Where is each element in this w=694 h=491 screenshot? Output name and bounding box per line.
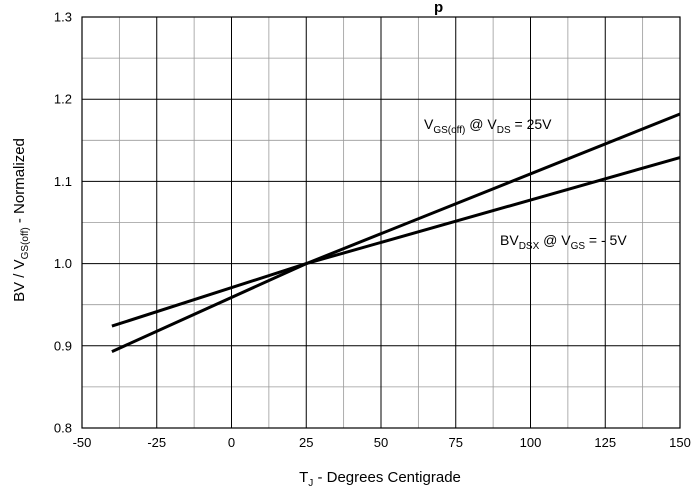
annotation-text: BV bbox=[500, 232, 519, 248]
y-axis-label-pre: BV / V bbox=[11, 259, 28, 302]
annotation-text: = - 5V bbox=[585, 232, 627, 248]
annotation-text: @ V bbox=[539, 232, 571, 248]
annotation-subscript: DSX bbox=[519, 241, 540, 252]
x-tick-label: 75 bbox=[449, 435, 463, 450]
x-axis-label-rest: - Degrees Centigrade bbox=[313, 469, 461, 486]
x-axis-label: TJ - Degrees Centigrade bbox=[299, 469, 461, 489]
x-tick-label: -50 bbox=[73, 435, 92, 450]
y-tick-label: 1.1 bbox=[54, 174, 72, 189]
annotation-subscript: GS bbox=[571, 241, 586, 252]
y-axis-label-sub: GS(off) bbox=[20, 227, 31, 259]
y-tick-label: 1.3 bbox=[54, 10, 72, 25]
y-tick-label: 0.9 bbox=[54, 338, 72, 353]
x-tick-labels: -50 -25 0 25 50 75 100 125 150 bbox=[73, 435, 691, 450]
title-fragment: p bbox=[434, 0, 443, 16]
x-tick-label: 125 bbox=[594, 435, 616, 450]
x-tick-label: 25 bbox=[299, 435, 313, 450]
y-tick-label: 1.0 bbox=[54, 256, 72, 271]
annotation-text: = 25V bbox=[511, 116, 553, 132]
y-tick-label: 1.2 bbox=[54, 92, 72, 107]
y-tick-labels: 0.8 0.9 1.0 1.1 1.2 1.3 bbox=[54, 10, 72, 436]
y-tick-label: 0.8 bbox=[54, 421, 72, 436]
annotation-subscript: DS bbox=[497, 125, 511, 136]
x-tick-label: 150 bbox=[669, 435, 691, 450]
x-tick-label: 100 bbox=[520, 435, 542, 450]
x-axis-label-main: T bbox=[299, 469, 308, 486]
annotation-vgs-off: VGS(off) @ VDS = 25V bbox=[424, 116, 552, 136]
x-tick-label: -25 bbox=[147, 435, 166, 450]
annotation-subscript: GS(off) bbox=[433, 125, 465, 136]
x-tick-label: 0 bbox=[228, 435, 235, 450]
x-tick-label: 50 bbox=[374, 435, 388, 450]
annotation-bvdsx: BVDSX @ VGS = - 5V bbox=[500, 232, 627, 252]
annotation-text: @ V bbox=[465, 116, 497, 132]
y-axis-label: BV / VGS(off) - Normalized bbox=[11, 138, 31, 302]
y-axis-label-post: - Normalized bbox=[11, 138, 28, 227]
